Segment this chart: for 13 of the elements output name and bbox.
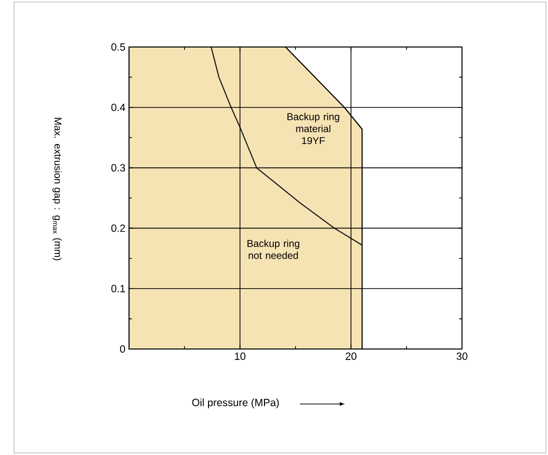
x-axis-title: Oil pressure (MPa) xyxy=(192,398,279,408)
annotation: Backup ring material 19YF xyxy=(287,112,340,144)
y-tick-label: 0 xyxy=(120,345,126,353)
annotation: Backup ring not needed xyxy=(248,240,300,259)
y-tick-label: 0.4 xyxy=(111,104,126,112)
x-tick-label: 20 xyxy=(346,352,356,360)
y-tick-label: 0.1 xyxy=(111,284,125,292)
y-tick-label: 0.3 xyxy=(111,164,126,172)
x-tick-label: 30 xyxy=(456,352,468,360)
x-tick-label: 10 xyxy=(234,352,246,360)
y-tick-label: 0.5 xyxy=(111,43,126,51)
y-axis-title: Max. extrusion gap : g$_{max}$ (mm) xyxy=(52,118,62,260)
y-tick-label: 0.2 xyxy=(111,224,125,232)
